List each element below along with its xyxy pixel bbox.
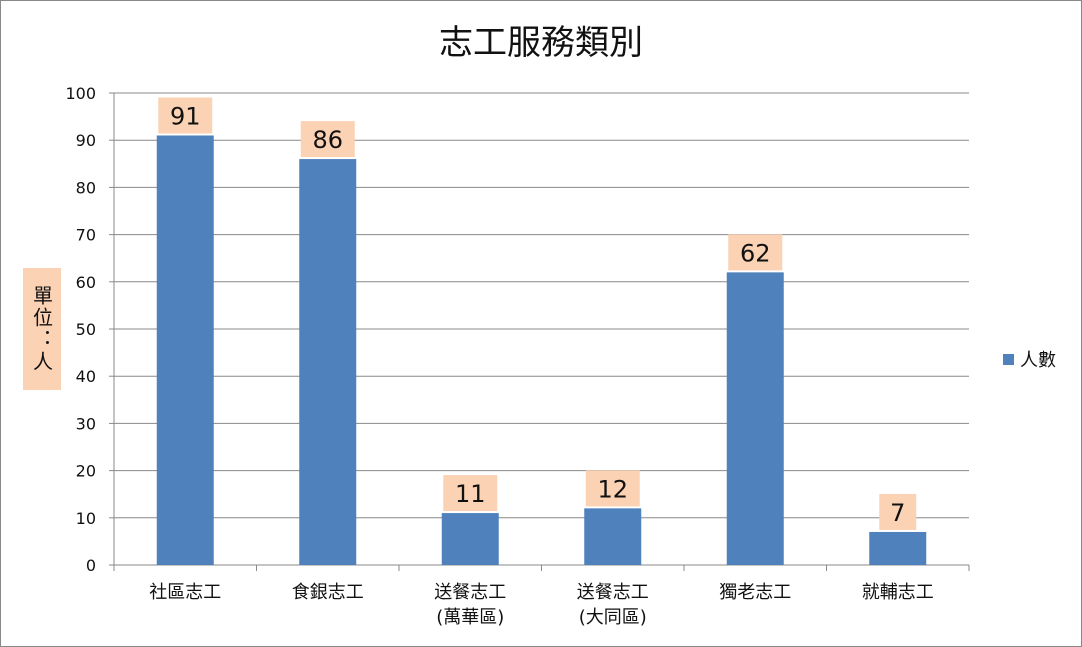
- x-tick-label: (大同區): [579, 607, 647, 628]
- x-tick-label: 食銀志工: [292, 582, 364, 603]
- data-label-bg: [300, 121, 355, 158]
- x-tick-label: 獨老志工: [719, 582, 791, 603]
- y-axis-label: 單位：人: [29, 285, 54, 373]
- data-label: 11: [455, 480, 486, 508]
- data-label: 91: [170, 102, 201, 130]
- x-tick-label: 就輔志工: [862, 582, 934, 603]
- y-tick-label: 0: [86, 556, 96, 575]
- legend: 人數: [1003, 346, 1056, 372]
- y-tick-label: 60: [76, 273, 96, 292]
- x-tick-label: 送餐志工: [434, 582, 506, 603]
- bar: [869, 531, 927, 565]
- y-tick-label: 80: [76, 178, 96, 197]
- bar: [441, 513, 499, 565]
- bar: [299, 159, 357, 565]
- data-label-bg: [158, 97, 213, 134]
- data-label: 86: [312, 126, 343, 154]
- y-tick-label: 70: [76, 226, 96, 245]
- x-tick-label: 送餐志工: [577, 582, 649, 603]
- y-tick-label: 100: [65, 84, 96, 103]
- data-label-bg: [728, 234, 783, 271]
- y-tick-label: 40: [76, 367, 96, 386]
- data-label: 62: [740, 239, 771, 267]
- data-label: 7: [890, 499, 905, 527]
- y-tick-label: 30: [76, 414, 96, 433]
- bar: [584, 508, 642, 565]
- data-label: 12: [597, 475, 628, 503]
- legend-label: 人數: [1020, 350, 1056, 371]
- y-tick-label: 10: [76, 509, 96, 528]
- y-tick-label: 90: [76, 131, 96, 150]
- y-tick-label: 50: [76, 320, 96, 339]
- bar: [726, 272, 784, 565]
- data-label-bg: [879, 493, 917, 530]
- data-label-bg: [585, 470, 640, 507]
- bar: [156, 135, 214, 566]
- chart-title: 志工服務類別: [439, 23, 643, 63]
- y-tick-label: 20: [76, 462, 96, 481]
- x-tick-label: (萬華區): [436, 607, 504, 628]
- legend-swatch: [1003, 353, 1014, 365]
- y-axis-label-box: 單位：人: [23, 268, 61, 390]
- x-tick-label: 社區志工: [149, 582, 221, 603]
- data-label-bg: [443, 475, 498, 512]
